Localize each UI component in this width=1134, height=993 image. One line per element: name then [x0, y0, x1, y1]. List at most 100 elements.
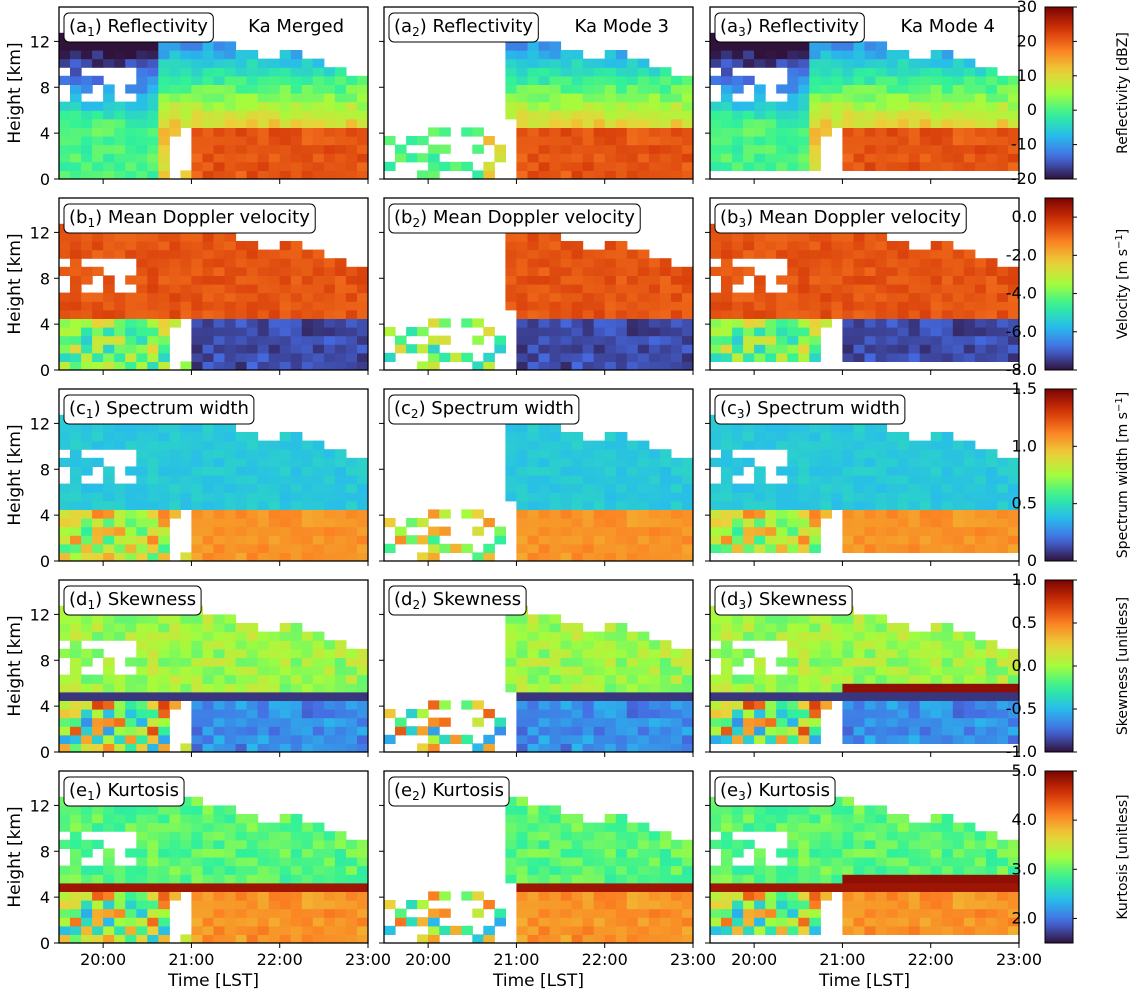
heatmap-cell	[290, 535, 303, 545]
heatmap-cell	[897, 161, 910, 171]
panel-title: (b2) Mean Doppler velocity	[388, 203, 641, 234]
heatmap-cell	[820, 58, 832, 68]
heatmap-cell	[169, 614, 181, 624]
heatmap-cell	[527, 101, 540, 111]
heatmap-cell	[191, 110, 203, 120]
heatmap-cell	[345, 492, 358, 502]
heatmap-cell	[312, 352, 325, 362]
heatmap-cell	[538, 266, 551, 276]
heatmap-cell	[820, 50, 832, 60]
y-tick-label: 0	[40, 361, 50, 380]
heatmap-cell	[246, 743, 259, 752]
heatmap-cell	[147, 683, 159, 693]
heatmap-cell	[301, 58, 314, 68]
heatmap-cell	[516, 144, 528, 154]
heatmap-cell	[312, 127, 325, 137]
heatmap-cell	[472, 170, 484, 179]
heatmap-cell	[765, 709, 777, 719]
heatmap-cell	[721, 352, 733, 362]
heatmap-cell	[974, 640, 987, 650]
heatmap-cell	[323, 891, 336, 901]
heatmap-cell	[213, 743, 226, 752]
heatmap-cell	[710, 674, 722, 684]
heatmap-cell	[682, 709, 693, 719]
heatmap-cell	[985, 717, 998, 727]
heatmap-cell	[191, 327, 203, 337]
heatmap-cell	[235, 335, 248, 345]
heatmap-cell	[516, 466, 528, 476]
y-tick-label: 8	[40, 651, 50, 670]
heatmap-cell	[70, 309, 82, 319]
heatmap-cell	[659, 301, 672, 311]
heatmap-cell	[450, 543, 462, 553]
heatmap-cell	[560, 900, 573, 910]
heatmap-cell	[952, 144, 965, 154]
heatmap-cell	[235, 170, 248, 179]
heatmap-cell	[357, 335, 368, 345]
heatmap-cell	[334, 683, 347, 693]
heatmap-cell	[919, 161, 932, 171]
heatmap-cell	[974, 93, 987, 103]
heatmap-cell	[472, 934, 484, 943]
heatmap-cell	[125, 848, 137, 858]
heatmap-cell	[279, 492, 292, 502]
heatmap-cell	[952, 101, 965, 111]
heatmap-cell	[334, 674, 347, 684]
heatmap-cell	[571, 144, 584, 154]
heatmap-cell	[103, 249, 115, 259]
heatmap-cell	[92, 301, 104, 311]
heatmap-cell	[213, 483, 226, 493]
heatmap-cell	[615, 449, 628, 459]
heatmap-cell	[147, 449, 159, 459]
heatmap-cell	[897, 50, 910, 60]
heatmap-cell	[268, 127, 281, 137]
heatmap-cell	[92, 917, 104, 927]
heatmap-cell	[897, 275, 910, 285]
heatmap-cell	[290, 75, 303, 85]
heatmap-cell	[919, 640, 932, 650]
heatmap-cell	[604, 631, 617, 641]
heatmap-cell	[560, 734, 573, 744]
heatmap-cell	[626, 691, 639, 701]
heatmap-cell	[743, 518, 755, 528]
heatmap-cell	[670, 666, 683, 676]
heatmap-cell	[732, 301, 744, 311]
heatmap-cell	[682, 743, 693, 752]
heatmap-cell	[787, 648, 799, 658]
heatmap-cell	[787, 275, 799, 285]
heatmap-cell	[974, 352, 987, 362]
heatmap-cell	[213, 466, 226, 476]
axes-frame	[709, 6, 1020, 180]
heatmap-cell	[787, 136, 799, 146]
heatmap-cell	[593, 93, 606, 103]
heatmap-cell	[213, 839, 226, 849]
heatmap-cell	[257, 101, 270, 111]
heatmap-cell	[202, 518, 215, 528]
heatmap-cell	[648, 535, 661, 545]
heatmap-cell	[985, 275, 998, 285]
heatmap-cell	[648, 492, 661, 502]
heatmap-cell	[268, 153, 281, 163]
heatmap-cell	[527, 691, 540, 701]
heatmap-cell	[81, 232, 93, 242]
heatmap-cell	[626, 84, 639, 94]
heatmap-cell	[787, 344, 799, 354]
heatmap-cell	[357, 857, 368, 867]
heatmap-cell	[853, 657, 866, 667]
heatmap-cell	[516, 58, 528, 68]
heatmap-cell	[312, 67, 325, 77]
heatmap-cell	[831, 440, 843, 450]
heatmap-cell	[560, 457, 573, 467]
heatmap-cell	[59, 917, 71, 927]
heatmap-cell	[721, 709, 733, 719]
heatmap-cell	[682, 170, 693, 179]
heatmap-cell	[345, 882, 358, 892]
heatmap-cell	[147, 691, 159, 701]
heatmap-cell	[158, 631, 170, 641]
heatmap-cell	[941, 118, 954, 128]
heatmap-cell	[648, 674, 661, 684]
heatmap-cell	[604, 75, 617, 85]
heatmap-cell	[323, 161, 336, 171]
heatmap-cell	[125, 674, 137, 684]
